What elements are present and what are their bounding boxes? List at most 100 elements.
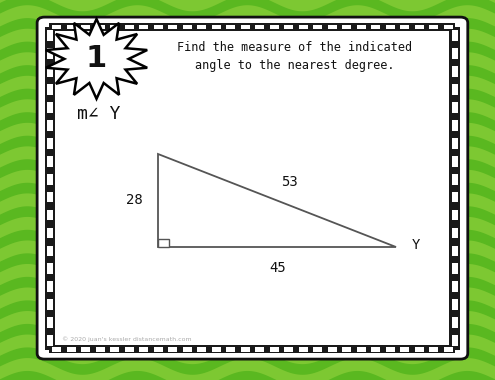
FancyBboxPatch shape — [449, 27, 460, 350]
Bar — [299, 347, 307, 352]
Bar — [140, 347, 148, 352]
Text: © 2020 juan's kessler distancemath.com: © 2020 juan's kessler distancemath.com — [62, 336, 192, 342]
Bar — [81, 347, 90, 352]
Bar — [47, 48, 53, 59]
Bar — [47, 102, 53, 113]
Bar — [343, 347, 351, 352]
Bar — [241, 25, 249, 29]
Bar — [168, 25, 177, 29]
Bar — [452, 335, 458, 346]
Text: m∠ Y: m∠ Y — [77, 105, 120, 123]
Bar — [47, 30, 53, 41]
Bar — [198, 347, 206, 352]
Bar — [429, 347, 438, 352]
Bar — [47, 66, 53, 77]
Bar — [154, 25, 162, 29]
Bar — [81, 25, 90, 29]
Bar — [52, 25, 61, 29]
Bar — [452, 138, 458, 149]
Bar — [226, 347, 235, 352]
Bar — [444, 25, 452, 29]
Bar — [198, 25, 206, 29]
Bar — [47, 335, 53, 346]
Bar — [371, 347, 380, 352]
Bar — [415, 347, 424, 352]
Bar — [313, 347, 322, 352]
Bar — [452, 317, 458, 328]
Bar — [47, 210, 53, 220]
Polygon shape — [158, 239, 169, 247]
Bar — [270, 25, 279, 29]
Bar — [52, 347, 61, 352]
Bar — [168, 347, 177, 352]
Bar — [452, 66, 458, 77]
Bar — [444, 347, 452, 352]
Bar — [452, 102, 458, 113]
Text: 45: 45 — [269, 261, 286, 275]
Bar — [212, 25, 221, 29]
Bar — [125, 347, 134, 352]
Bar — [452, 84, 458, 95]
Bar — [255, 25, 264, 29]
Bar — [452, 228, 458, 238]
Bar — [226, 25, 235, 29]
Bar — [328, 25, 337, 29]
Bar — [452, 299, 458, 310]
Bar — [212, 347, 221, 352]
Bar — [371, 25, 380, 29]
Bar — [140, 25, 148, 29]
Bar — [452, 263, 458, 274]
Bar — [343, 25, 351, 29]
Bar — [183, 347, 192, 352]
Bar — [110, 347, 119, 352]
Bar — [47, 84, 53, 95]
Bar — [357, 25, 365, 29]
Bar — [452, 48, 458, 59]
Bar — [47, 138, 53, 149]
Bar — [429, 25, 438, 29]
Bar — [452, 156, 458, 166]
Text: 53: 53 — [281, 175, 298, 189]
Text: 1: 1 — [86, 44, 107, 73]
Bar — [255, 347, 264, 352]
Bar — [452, 210, 458, 220]
Text: 28: 28 — [126, 193, 143, 207]
FancyBboxPatch shape — [50, 345, 455, 353]
Bar — [313, 25, 322, 29]
Bar — [47, 245, 53, 256]
Text: Y: Y — [412, 238, 420, 252]
Bar — [328, 347, 337, 352]
Bar — [183, 25, 192, 29]
FancyBboxPatch shape — [37, 17, 468, 359]
Bar — [452, 120, 458, 131]
Bar — [400, 347, 409, 352]
Bar — [47, 156, 53, 166]
Polygon shape — [46, 19, 147, 99]
Bar — [452, 245, 458, 256]
Bar — [67, 25, 76, 29]
Bar — [284, 347, 293, 352]
Bar — [47, 299, 53, 310]
Bar — [357, 347, 365, 352]
Bar — [125, 25, 134, 29]
Bar — [47, 317, 53, 328]
FancyBboxPatch shape — [50, 23, 455, 31]
Bar — [284, 25, 293, 29]
Bar — [96, 25, 104, 29]
Bar — [415, 25, 424, 29]
Polygon shape — [158, 154, 396, 247]
Bar — [47, 120, 53, 131]
Bar — [386, 347, 395, 352]
Bar — [47, 263, 53, 274]
Bar — [452, 30, 458, 41]
Bar — [67, 347, 76, 352]
Bar — [299, 25, 307, 29]
Bar — [47, 282, 53, 292]
Bar — [96, 347, 104, 352]
Bar — [47, 228, 53, 238]
Bar — [452, 282, 458, 292]
Bar — [47, 174, 53, 185]
Bar — [47, 192, 53, 203]
Bar — [154, 347, 162, 352]
Text: angle to the nearest degree.: angle to the nearest degree. — [195, 59, 395, 72]
